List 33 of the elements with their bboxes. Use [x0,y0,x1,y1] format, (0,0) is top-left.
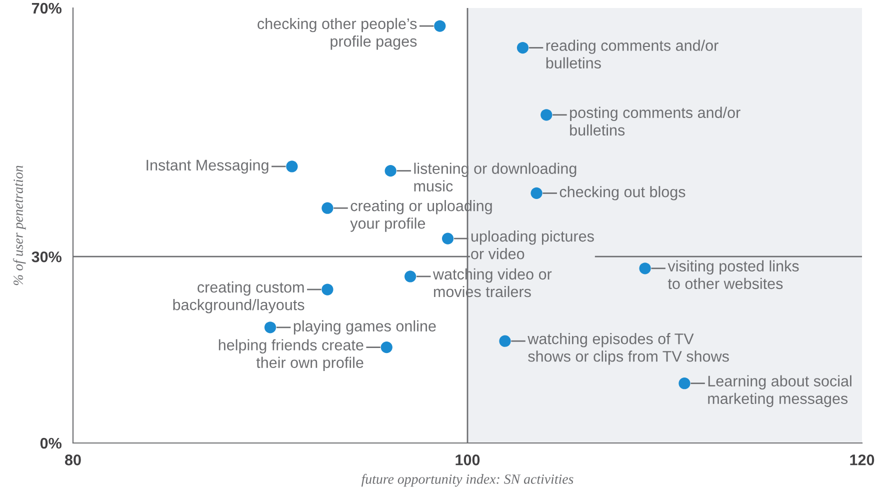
x-tick-label: 100 [456,454,480,466]
point [442,232,454,244]
y-tick-label: 0% [40,438,62,449]
annotation: helping friends create their own profile [218,339,364,372]
x-tick-label: 80 [64,454,81,466]
annotation: Instant Messaging [146,159,268,174]
annotation: playing games online [294,320,436,335]
y-tick-label: 30% [32,251,62,262]
annotation: watching episodes of TV shows or clips from TV shows [528,333,729,365]
annotation: reading comments and/or bulletins [546,40,718,68]
point [540,109,552,121]
annotation: checking other people’s profile pages [258,18,417,50]
point [264,322,276,334]
annotation: posting comments and/or bulletins [570,106,740,136]
y-tick-label: 70% [32,2,62,14]
point [678,378,690,390]
point [322,202,334,214]
point [516,42,529,54]
point [639,262,651,274]
annotation: visiting posted links to other websites [668,260,799,290]
point [286,160,298,172]
point [404,270,416,282]
point [499,335,511,347]
annotation: Learning about social marketing messages [708,375,852,408]
y-axis-title: % of user penetration [13,166,26,286]
point [384,165,396,177]
point [530,187,542,199]
point [322,284,334,296]
x-axis-title: future opportunity index: SN activities [361,474,574,487]
x-tick-label: 120 [850,454,874,466]
annotation: uploading pictures or video [471,230,594,260]
point [434,20,446,32]
point [380,341,392,354]
